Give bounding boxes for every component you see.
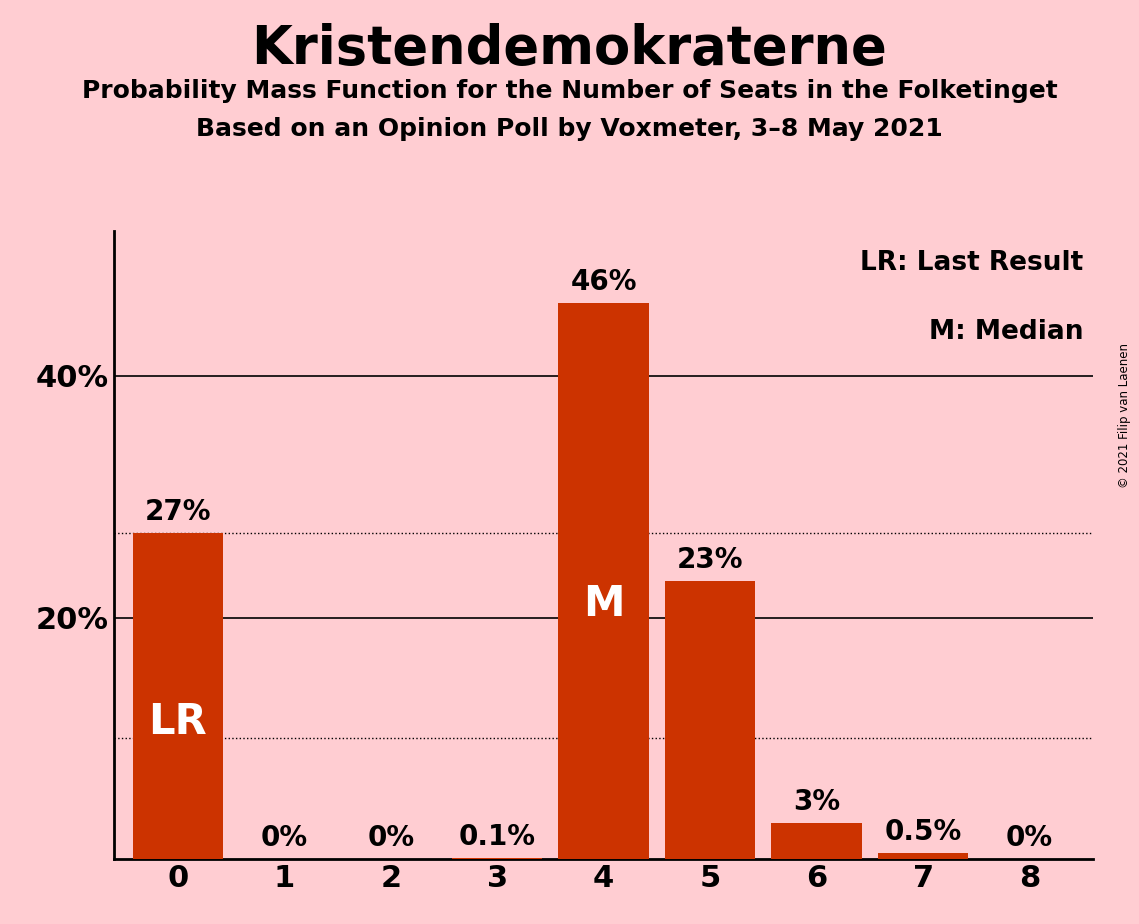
Text: M: Median: M: Median [929,319,1083,345]
Text: Based on an Opinion Poll by Voxmeter, 3–8 May 2021: Based on an Opinion Poll by Voxmeter, 3–… [196,117,943,141]
Text: 0%: 0% [1006,824,1054,852]
Bar [665,581,755,859]
Bar [452,858,542,859]
Text: 0.1%: 0.1% [459,823,535,851]
Text: Probability Mass Function for the Number of Seats in the Folketinget: Probability Mass Function for the Number… [82,79,1057,103]
Text: © 2021 Filip van Laenen: © 2021 Filip van Laenen [1118,344,1131,488]
Text: 46%: 46% [571,268,637,297]
Text: M: M [583,583,624,625]
Text: 0%: 0% [261,824,308,852]
Text: 0.5%: 0.5% [885,818,961,846]
Text: LR: LR [148,701,207,743]
Text: 3%: 3% [793,788,841,816]
Bar [132,533,223,859]
Text: 27%: 27% [145,498,211,526]
Bar [558,303,649,859]
Bar [878,853,968,859]
Text: Kristendemokraterne: Kristendemokraterne [252,23,887,75]
Text: 23%: 23% [677,546,744,574]
Text: 0%: 0% [367,824,415,852]
Text: LR: Last Result: LR: Last Result [860,249,1083,276]
Bar [771,823,862,859]
